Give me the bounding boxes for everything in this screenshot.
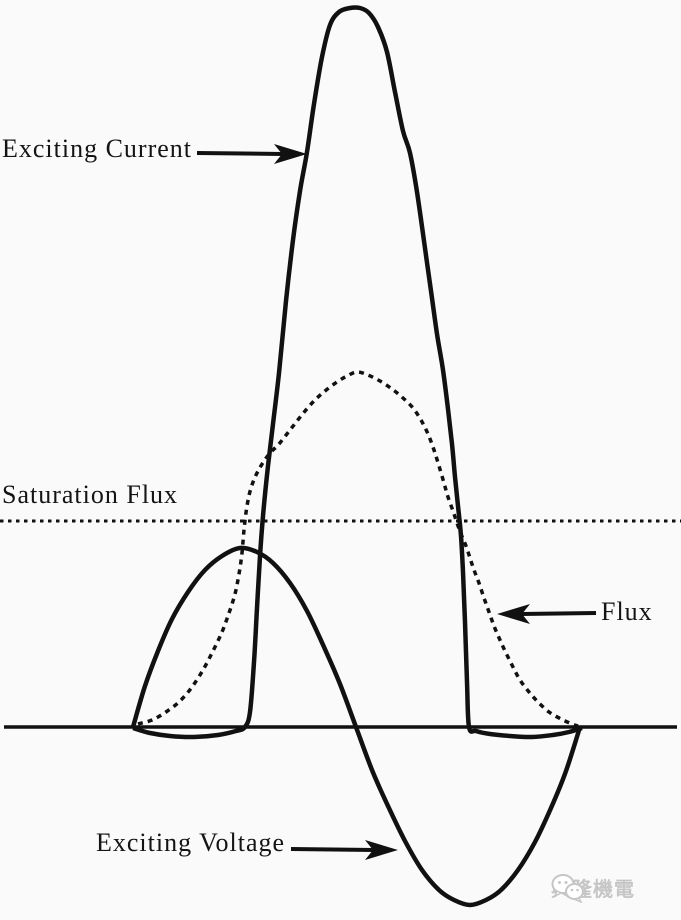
exciting-voltage-arrow (290, 840, 398, 860)
saturation-flux-label: Saturation Flux (2, 480, 179, 509)
flux-curve (137, 370, 579, 728)
exciting-voltage-label: Exciting Voltage (96, 828, 286, 857)
exciting-current-arrow (196, 144, 307, 164)
exciting-voltage-curve (130, 545, 583, 908)
watermark: 興隆機電 (551, 873, 635, 903)
wechat-icon (551, 874, 584, 903)
flux-label: Flux (601, 597, 653, 626)
exciting-current-curve (132, 5, 583, 740)
flux-arrow (497, 604, 597, 624)
exciting-current-label: Exciting Current (2, 134, 193, 163)
